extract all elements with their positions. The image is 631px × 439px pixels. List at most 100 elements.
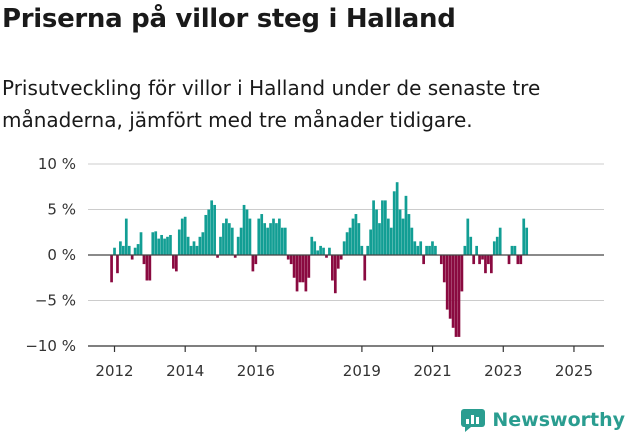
bar <box>439 255 443 265</box>
bar <box>254 255 258 265</box>
bar <box>316 250 320 255</box>
bar <box>189 245 193 255</box>
bar <box>119 241 122 255</box>
y-tick-label: −5 % <box>35 292 76 310</box>
x-tick-label: 2021 <box>413 362 451 380</box>
bar <box>239 227 243 255</box>
bar <box>225 218 228 255</box>
bar <box>416 245 420 255</box>
bar <box>498 227 502 255</box>
bar <box>357 223 361 255</box>
bar <box>333 255 337 294</box>
bar <box>227 223 231 255</box>
bar <box>283 227 287 255</box>
bar <box>219 236 222 255</box>
bar <box>213 204 216 255</box>
page-subtitle: Prisutveckling för villor i Halland unde… <box>2 76 541 132</box>
bar <box>310 236 314 255</box>
bar <box>516 255 520 265</box>
bar <box>257 218 261 255</box>
bar <box>233 255 237 258</box>
bar <box>230 227 234 255</box>
bar <box>336 255 340 269</box>
bar <box>386 218 390 255</box>
bar <box>481 255 484 260</box>
bar <box>404 195 408 255</box>
bar <box>410 227 414 255</box>
bar <box>354 214 358 255</box>
bar <box>466 218 470 255</box>
bar <box>130 255 134 260</box>
bar <box>487 255 490 265</box>
bar <box>245 209 249 255</box>
bar <box>192 241 196 255</box>
bar <box>351 218 355 255</box>
bar <box>510 245 514 255</box>
bar <box>201 232 205 255</box>
bar <box>325 255 328 258</box>
bar <box>260 214 264 255</box>
bar <box>413 241 417 255</box>
brand-logo: Newsworthy <box>460 408 625 432</box>
bar <box>348 227 352 255</box>
bar <box>463 245 467 255</box>
bar <box>121 245 125 255</box>
y-axis-ticks: −10 % −5 % 0 % 5 % 10 % <box>25 155 76 355</box>
bar <box>401 218 405 255</box>
bar <box>145 255 149 281</box>
bar <box>157 238 161 255</box>
x-tick-label: 2023 <box>484 362 522 380</box>
bar <box>204 214 208 255</box>
bar <box>154 231 158 255</box>
bar <box>280 227 284 255</box>
bar <box>460 255 464 292</box>
bar <box>301 255 305 283</box>
bar <box>242 204 246 255</box>
bar <box>286 255 290 260</box>
bar <box>407 214 411 255</box>
bar <box>142 255 146 265</box>
bar <box>425 245 428 255</box>
bar <box>475 245 478 255</box>
bar <box>307 255 311 278</box>
bar <box>339 255 343 260</box>
bar <box>266 227 269 255</box>
bar <box>331 255 334 281</box>
bar <box>454 255 458 337</box>
bar <box>489 255 493 274</box>
bar <box>289 255 293 265</box>
bar <box>507 255 511 265</box>
bar <box>172 255 175 269</box>
bar <box>236 236 240 255</box>
x-tick-label: 2012 <box>95 362 133 380</box>
bar <box>448 255 452 319</box>
bar <box>492 241 496 255</box>
bar <box>275 223 278 255</box>
bar <box>210 200 214 255</box>
bar <box>163 238 166 255</box>
bar <box>384 200 387 255</box>
bar <box>395 182 399 255</box>
bar <box>381 200 384 255</box>
bar <box>116 255 119 274</box>
bar <box>186 236 190 255</box>
bar <box>166 236 169 255</box>
bar <box>457 255 461 337</box>
bar <box>434 245 437 255</box>
bar <box>160 234 163 255</box>
bar <box>198 236 202 255</box>
bar <box>342 241 346 255</box>
bar <box>304 255 308 292</box>
bar <box>360 245 364 255</box>
bar <box>451 255 455 328</box>
bar <box>345 232 349 255</box>
page-title: Priserna på villor steg i Halland <box>2 4 456 34</box>
bar <box>272 218 275 255</box>
bar <box>133 247 137 255</box>
bar <box>442 255 446 283</box>
bar <box>151 232 155 255</box>
x-tick-label: 2016 <box>237 362 275 380</box>
bar <box>263 223 267 255</box>
bar <box>127 245 131 255</box>
bar <box>422 255 425 265</box>
